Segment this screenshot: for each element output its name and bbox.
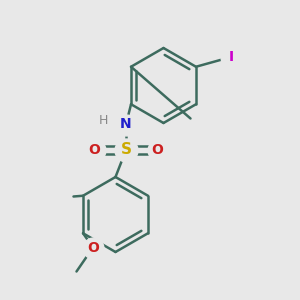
Text: O: O bbox=[152, 143, 164, 157]
Text: O: O bbox=[87, 241, 99, 254]
Text: N: N bbox=[120, 118, 132, 131]
Text: H: H bbox=[99, 114, 108, 127]
Text: I: I bbox=[228, 50, 234, 64]
Text: S: S bbox=[121, 142, 131, 158]
Text: O: O bbox=[88, 143, 101, 157]
